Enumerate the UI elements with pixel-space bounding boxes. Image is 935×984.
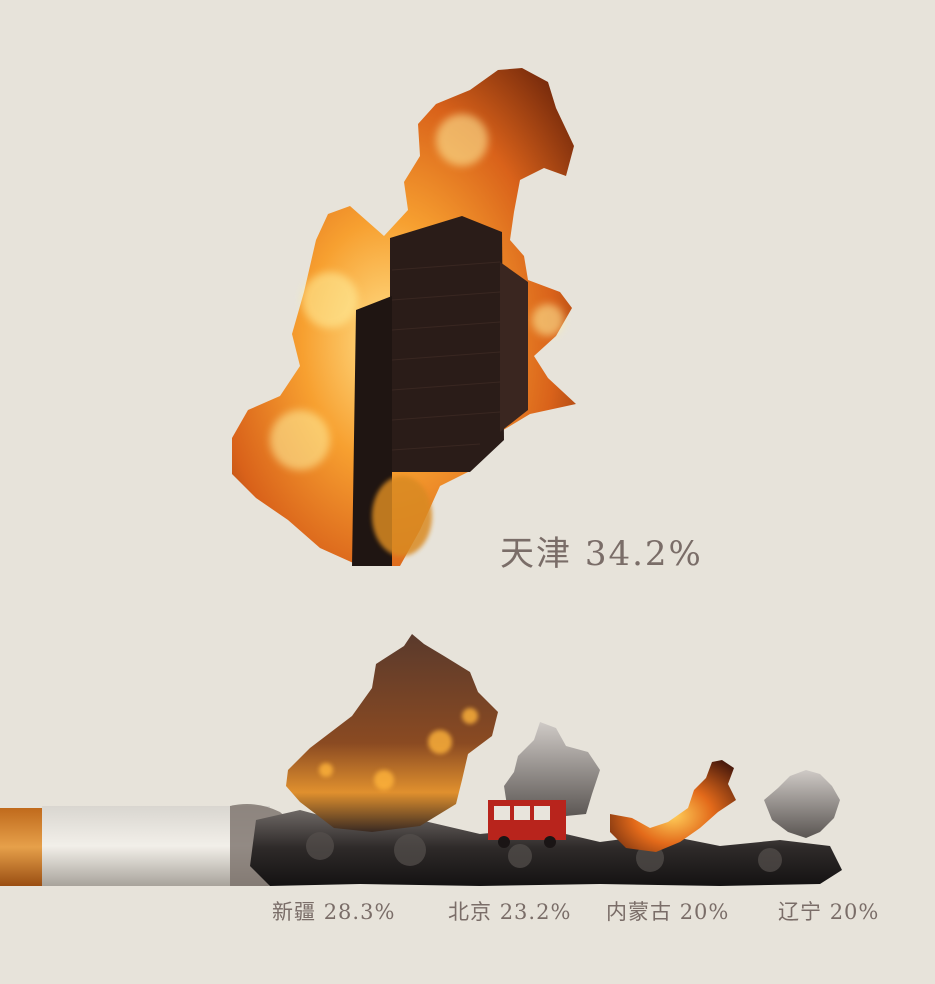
liaoning-percent: 20% (829, 900, 880, 924)
xinjiang-map-image (286, 634, 498, 832)
tianjin-label: 天津 34.2% (500, 526, 703, 575)
beijing-label: 北京 23.2% (448, 896, 571, 926)
neimenggu-percent: 20% (679, 900, 730, 924)
xinjiang-name: 新疆 (272, 900, 316, 924)
neimenggu-name: 内蒙古 (606, 900, 672, 924)
fire-truck-icon (488, 800, 566, 848)
tianjin-percent: 34.2% (584, 534, 703, 574)
xinjiang-label: 新疆 28.3% (272, 896, 395, 926)
neimenggu-label: 内蒙古 20% (606, 896, 729, 926)
liaoning-label: 辽宁 20% (778, 896, 879, 926)
xinjiang-percent: 28.3% (323, 900, 396, 924)
tianjin-name: 天津 (500, 534, 572, 574)
beijing-percent: 23.2% (499, 900, 572, 924)
liaoning-name: 辽宁 (778, 900, 822, 924)
cigarette-image (0, 804, 842, 886)
liaoning-map-image (764, 770, 840, 838)
neimenggu-map-image (610, 760, 736, 852)
tianjin-map-image (232, 68, 576, 566)
beijing-name: 北京 (448, 900, 492, 924)
beijing-map-image (488, 722, 600, 848)
